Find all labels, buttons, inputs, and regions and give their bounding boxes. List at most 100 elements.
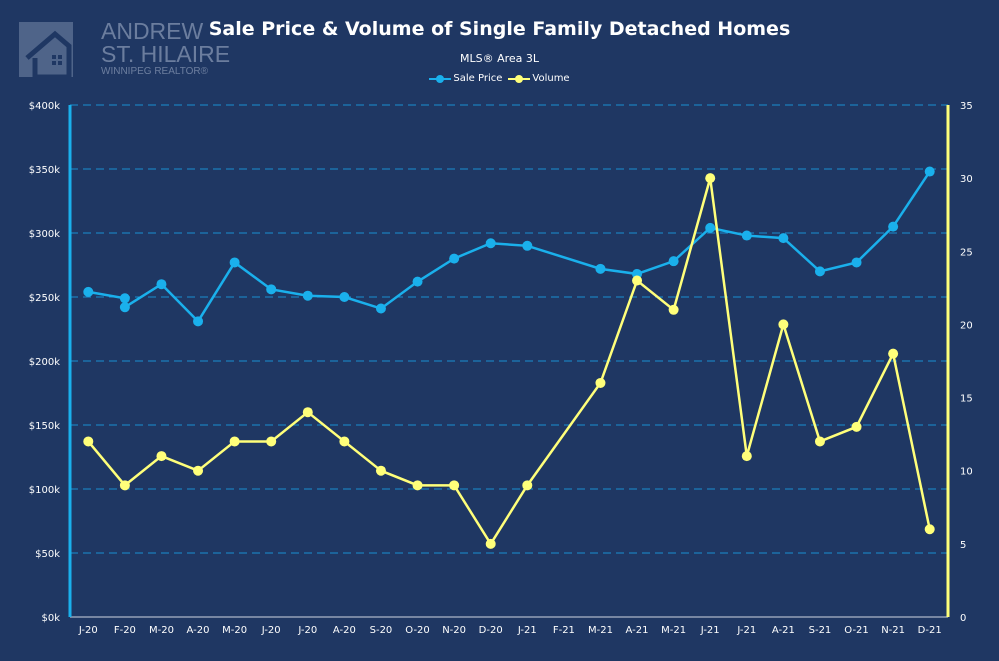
- legend-sale-price-marker-icon: [429, 74, 452, 83]
- y-left-tick-label: $400k: [29, 101, 60, 112]
- x-tick-label: J-21: [736, 625, 756, 636]
- x-tick-label: M-21: [661, 625, 686, 636]
- volume-point: [412, 480, 423, 491]
- x-tick-label: J-20: [261, 625, 281, 636]
- chart-title: Sale Price & Volume of Single Family Det…: [208, 18, 791, 40]
- legend-volume[interactable]: Volume: [508, 73, 570, 84]
- volume-point: [888, 348, 899, 359]
- y-right-tick-label: 20: [960, 320, 973, 331]
- volume-point: [485, 538, 496, 549]
- x-tick-label: A-20: [333, 625, 356, 636]
- legend-label: Sale Price: [453, 73, 503, 84]
- sale-price-point: [449, 253, 460, 264]
- volume-point: [193, 465, 204, 476]
- sale-price-point: [339, 292, 350, 302]
- y-right-tick-label: 35: [960, 101, 973, 112]
- sale-price-point: [741, 230, 752, 241]
- x-tick-label: N-21: [881, 625, 905, 636]
- sale-price-point: [229, 257, 240, 268]
- sale-price-point: [778, 233, 789, 244]
- volume-point: [375, 465, 386, 476]
- y-left-tick-label: $200k: [29, 357, 60, 368]
- y-right-tick-label: 0: [960, 613, 966, 624]
- y-left-tick-label: $50k: [35, 549, 60, 560]
- x-tick-label: D-20: [479, 625, 503, 636]
- x-tick-label: M-21: [588, 625, 613, 636]
- volume-point: [156, 451, 167, 462]
- x-tick-label: A-20: [187, 625, 210, 636]
- volume-point: [229, 436, 240, 447]
- sale-price-point: [705, 222, 716, 233]
- x-tick-label: S-20: [370, 625, 393, 636]
- sale-price-point: [266, 284, 277, 295]
- volume-point: [302, 407, 313, 418]
- y-right-tick-label: 25: [960, 247, 973, 258]
- sale-price-point: [119, 293, 130, 304]
- x-tick-label: A-21: [772, 625, 795, 636]
- sale-price-line: [88, 170, 931, 324]
- x-tick-label: F-20: [114, 625, 136, 636]
- y-left-tick-label: $0k: [41, 613, 60, 624]
- y-right-tick-label: 30: [960, 174, 973, 185]
- y-left-tick-label: $100k: [29, 485, 60, 496]
- y-right-tick-label: 10: [960, 467, 973, 478]
- volume-point: [522, 480, 533, 491]
- volume-point: [449, 480, 460, 491]
- x-tick-label: J-21: [700, 625, 720, 636]
- sale-price-point: [156, 279, 167, 290]
- sale-price-point: [83, 286, 94, 297]
- volume-point: [83, 436, 94, 447]
- sale-price-point: [522, 240, 533, 251]
- sale-price-point: [412, 276, 423, 287]
- x-tick-label: F-21: [553, 625, 575, 636]
- volume-point: [668, 304, 679, 315]
- x-tick-label: O-21: [844, 625, 868, 636]
- x-tick-label: M-20: [149, 625, 174, 636]
- chart-subtitle: MLS® Area 3L: [459, 52, 540, 65]
- sale-price-point: [193, 316, 204, 327]
- x-tick-label: D-21: [918, 625, 942, 636]
- sale-price-point: [485, 238, 496, 249]
- sale-price-point: [595, 263, 606, 274]
- volume-point: [814, 436, 825, 447]
- legend: Sale Price Volume: [0, 73, 999, 84]
- volume-point: [741, 451, 752, 462]
- x-tick-label: M-20: [222, 625, 247, 636]
- x-tick-label: N-20: [442, 625, 466, 636]
- sale-price-point: [888, 221, 899, 232]
- x-tick-label: J-20: [78, 625, 98, 636]
- sale-price-point: [375, 303, 386, 314]
- legend-sale-price[interactable]: Sale Price: [429, 73, 502, 84]
- volume-point: [705, 173, 716, 184]
- y-left-tick-label: $350k: [29, 165, 60, 176]
- x-tick-label: J-20: [297, 625, 317, 636]
- legend-label: Volume: [532, 73, 570, 84]
- volume-point: [778, 319, 789, 330]
- sale-price-point: [924, 166, 935, 177]
- sale-price-point: [851, 257, 862, 268]
- house-logo-icon: [19, 22, 73, 80]
- y-left-tick-label: $250k: [29, 293, 60, 304]
- volume-point: [266, 436, 277, 447]
- volume-point: [595, 377, 606, 388]
- x-tick-label: O-20: [405, 625, 429, 636]
- volume-point: [851, 421, 862, 432]
- volume-point: [632, 275, 643, 286]
- y-right-tick-label: 5: [960, 540, 966, 551]
- x-tick-label: A-21: [626, 625, 649, 636]
- x-tick-label: J-21: [517, 625, 537, 636]
- y-left-tick-label: $300k: [29, 229, 60, 240]
- logo-line2: ST. HILAIRE: [101, 41, 231, 67]
- logo-line1: ANDREW: [101, 18, 204, 44]
- y-left-tick-label: $150k: [29, 421, 60, 432]
- volume-point: [119, 480, 130, 491]
- sale-price-point: [302, 290, 313, 301]
- volume-point: [924, 524, 935, 535]
- x-tick-label: S-21: [809, 625, 832, 636]
- y-right-tick-label: 15: [960, 394, 973, 405]
- sale-price-point: [814, 266, 825, 277]
- legend-volume-marker-icon: [508, 74, 531, 83]
- sale-price-point: [119, 302, 130, 313]
- volume-point: [339, 436, 350, 447]
